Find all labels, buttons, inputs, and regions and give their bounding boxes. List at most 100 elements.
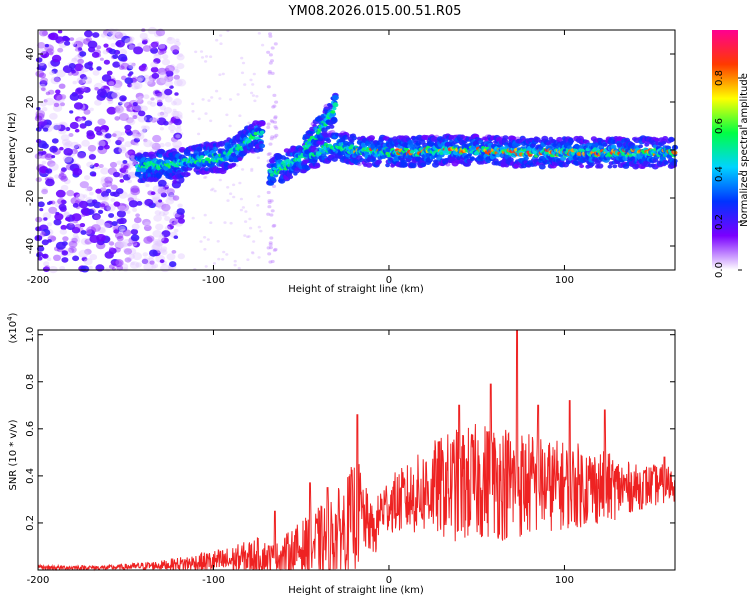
heatmap-cell — [158, 211, 166, 217]
heatmap-cell — [269, 119, 274, 123]
heatmap-cell — [147, 190, 154, 196]
heatmap-cell — [98, 209, 104, 214]
heatmap-cell — [133, 46, 144, 55]
heatmap-cell — [43, 217, 48, 221]
heatmap-cell — [99, 201, 110, 210]
heatmap-cell — [74, 47, 80, 52]
heatmap-cell — [124, 150, 135, 159]
heatmap-cell — [55, 189, 66, 198]
heatmap-cell — [80, 238, 90, 246]
heatmap-cell — [139, 32, 148, 40]
heatmap-cell — [172, 49, 180, 55]
heatmap-cell — [143, 224, 152, 232]
heatmap-cell — [127, 43, 136, 50]
heatmap-cell — [44, 43, 50, 48]
heatmap-cell — [37, 151, 44, 157]
heatmap-cell — [113, 229, 120, 234]
heatmap-cell — [237, 157, 243, 162]
heatmap-cell — [237, 266, 241, 270]
heatmap-cell — [77, 151, 87, 158]
heatmap-cell — [118, 60, 125, 66]
heatmap-cell — [143, 94, 150, 100]
heatmap-cell — [112, 35, 119, 41]
heatmap-cell — [119, 263, 129, 271]
heatmap-cell — [68, 240, 74, 246]
heatmap-cell — [249, 226, 253, 230]
heatmap-cell — [199, 240, 203, 243]
heatmap-cell — [39, 29, 48, 37]
heatmap-cell — [357, 162, 362, 167]
heatmap-cell — [72, 57, 77, 62]
heatmap-cell — [267, 200, 272, 205]
heatmap-cell — [255, 95, 259, 98]
heatmap-cell — [58, 203, 67, 211]
heatmap-cell — [108, 246, 114, 251]
heatmap-cell — [68, 223, 75, 228]
heatmap-cell — [127, 83, 133, 88]
heatmap-cell — [120, 162, 130, 170]
heatmap-cell — [134, 217, 142, 224]
heatmap-cell — [159, 72, 168, 79]
heatmap-cell — [73, 43, 78, 47]
heatmap-cell — [177, 253, 185, 260]
heatmap-cell — [64, 140, 73, 147]
heatmap-cell — [118, 205, 127, 212]
heatmap-cell — [128, 200, 138, 208]
snr-series-line — [37, 329, 676, 572]
heatmap-cell — [173, 79, 183, 87]
heatmap-cell — [191, 216, 195, 220]
snr-y-tick-label: 0.8 — [25, 374, 36, 390]
heatmap-cell — [257, 256, 261, 259]
heatmap-cell — [131, 223, 140, 230]
heatmap-cell — [176, 208, 185, 215]
heatmap-cell — [127, 171, 137, 179]
heatmap-cell — [42, 253, 49, 259]
heatmap-cell — [241, 206, 245, 209]
heatmap-cell — [164, 225, 171, 231]
heatmap-cell — [35, 70, 45, 78]
heatmap-cell — [165, 70, 174, 77]
heatmap-cell — [267, 71, 272, 75]
heatmap-cell — [108, 213, 115, 218]
heatmap-cell — [115, 188, 124, 195]
heatmap-cell — [80, 207, 91, 216]
heatmap-cell — [215, 38, 219, 42]
heatmap-cell — [168, 192, 175, 198]
heatmap-cell — [156, 77, 166, 86]
heatmap-cell — [112, 83, 122, 91]
heatmap-cell — [151, 264, 157, 269]
heatmap-cell — [579, 164, 584, 169]
heatmap-cell — [602, 142, 608, 147]
heatmap-cell — [94, 99, 102, 106]
heatmap-cell — [80, 230, 87, 235]
heatmap-cell — [43, 119, 52, 127]
heatmap-cell — [63, 148, 73, 156]
heatmap-cell — [381, 154, 387, 159]
heatmap-cell — [273, 125, 278, 129]
heatmap-cell — [162, 54, 169, 60]
heatmap-cell — [149, 249, 158, 257]
heatmap-cell — [107, 32, 113, 37]
heatmap-cell — [130, 187, 141, 196]
heatmap-cell — [119, 179, 125, 183]
heatmap-cell — [271, 224, 276, 228]
heatmap-cell — [40, 231, 47, 237]
heatmap-cell — [628, 153, 634, 158]
heatmap-cell — [274, 133, 279, 137]
heatmap-cell — [85, 187, 91, 192]
heatmap-cell — [170, 45, 180, 53]
heatmap-cell — [126, 65, 134, 71]
heatmap-cell — [143, 236, 153, 244]
heatmap-cell — [143, 74, 150, 80]
heatmap-cell — [364, 141, 371, 147]
heatmap-cell — [247, 121, 251, 125]
heatmap-cell — [342, 134, 350, 140]
heatmap-cell — [266, 212, 271, 216]
spectrogram-y-label: Frequency (Hz) — [7, 112, 18, 188]
heatmap-cell — [240, 71, 245, 75]
heatmap-cell — [167, 36, 173, 41]
heatmap-cell — [194, 50, 198, 54]
heatmap-cell — [79, 51, 87, 57]
heatmap-cell — [213, 189, 217, 193]
heatmap-cell — [100, 129, 106, 134]
